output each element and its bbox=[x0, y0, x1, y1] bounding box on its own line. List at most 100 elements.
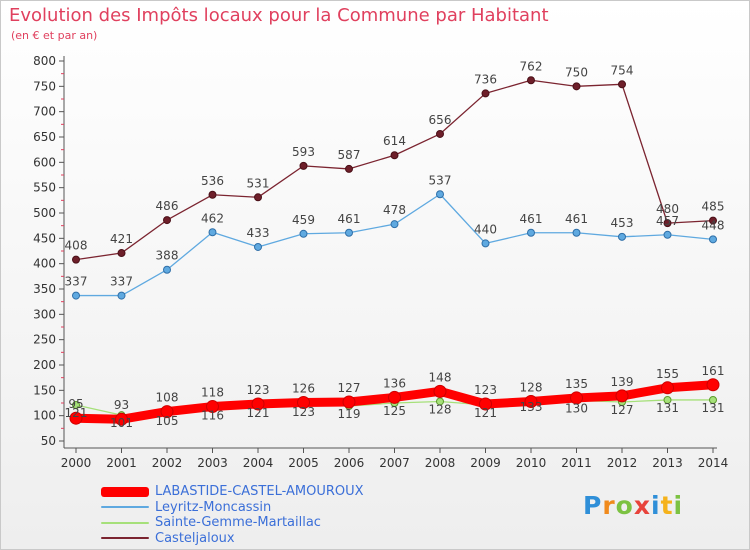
data-label: 161 bbox=[702, 364, 725, 378]
data-label: 736 bbox=[474, 72, 497, 86]
y-tick-label: 500 bbox=[33, 206, 56, 220]
y-tick-label: 800 bbox=[33, 54, 56, 68]
data-label: 408 bbox=[65, 239, 88, 253]
brand-logo: Proxiti bbox=[583, 491, 683, 520]
data-point bbox=[618, 232, 626, 241]
data-label: 478 bbox=[383, 203, 406, 217]
data-point bbox=[433, 384, 447, 398]
y-tick-label: 300 bbox=[33, 307, 56, 321]
data-label: 388 bbox=[156, 249, 179, 263]
data-point bbox=[663, 230, 672, 239]
data-label: 531 bbox=[247, 176, 270, 190]
data-label: 457 bbox=[656, 214, 679, 228]
data-label: 459 bbox=[292, 213, 315, 227]
data-point bbox=[206, 400, 219, 414]
legend-item-leyritz: Leyritz-Moncassin bbox=[101, 500, 364, 516]
data-point bbox=[524, 394, 538, 408]
data-point bbox=[72, 401, 80, 410]
data-label: 118 bbox=[201, 386, 224, 400]
data-label: 453 bbox=[611, 216, 634, 230]
data-point bbox=[254, 242, 262, 251]
data-point bbox=[342, 395, 356, 409]
data-label: 440 bbox=[474, 222, 497, 236]
data-point bbox=[572, 228, 581, 237]
y-tick-label: 550 bbox=[33, 181, 56, 195]
data-label: 485 bbox=[702, 200, 725, 214]
x-tick-label: 2013 bbox=[652, 456, 683, 470]
data-label: 461 bbox=[338, 212, 361, 226]
data-label: 108 bbox=[156, 391, 179, 405]
data-label: 461 bbox=[565, 212, 588, 226]
data-point bbox=[615, 389, 629, 403]
x-tick-label: 2011 bbox=[561, 456, 592, 470]
chart-subtitle: (en € et par an) bbox=[11, 29, 98, 42]
data-point bbox=[436, 190, 444, 199]
data-point bbox=[481, 239, 490, 248]
y-tick-label: 100 bbox=[33, 409, 56, 423]
data-label: 337 bbox=[65, 275, 88, 289]
data-point bbox=[527, 76, 535, 85]
legend-label-labastide: LABASTIDE-CASTEL-AMOUROUX bbox=[155, 484, 364, 499]
data-label: 750 bbox=[565, 65, 588, 79]
data-label: 155 bbox=[656, 367, 679, 381]
x-tick-label: 2002 bbox=[152, 456, 183, 470]
data-label: 135 bbox=[565, 377, 588, 391]
data-point bbox=[709, 216, 717, 225]
data-point bbox=[251, 397, 265, 411]
data-label: 93 bbox=[114, 398, 129, 412]
legend-swatch-casteljaloux bbox=[101, 537, 149, 540]
data-point bbox=[390, 220, 399, 229]
data-label: 762 bbox=[520, 59, 543, 73]
data-point bbox=[208, 228, 217, 237]
brand-letter: r bbox=[602, 491, 616, 520]
data-point bbox=[709, 395, 717, 404]
legend-item-casteljaloux: Casteljaloux bbox=[101, 531, 364, 547]
data-point bbox=[254, 193, 262, 202]
data-label: 480 bbox=[656, 202, 679, 216]
x-tick-label: 2010 bbox=[516, 456, 547, 470]
x-tick-label: 2008 bbox=[425, 456, 456, 470]
data-label: 127 bbox=[611, 403, 634, 417]
data-point bbox=[299, 229, 308, 238]
data-point bbox=[481, 89, 490, 98]
y-tick-label: 50 bbox=[41, 434, 56, 448]
y-tick-label: 200 bbox=[33, 358, 56, 372]
brand-letter: i bbox=[673, 491, 684, 520]
data-label: 614 bbox=[383, 134, 406, 148]
brand-letter: i bbox=[651, 491, 661, 520]
data-point bbox=[661, 381, 674, 395]
data-label: 127 bbox=[338, 381, 361, 395]
data-label: 421 bbox=[110, 232, 133, 246]
brand-letter: o bbox=[615, 491, 634, 520]
data-label: 105 bbox=[156, 414, 179, 428]
data-label: 128 bbox=[429, 402, 452, 416]
data-label: 461 bbox=[520, 212, 543, 226]
x-tick-label: 2007 bbox=[379, 456, 410, 470]
data-point bbox=[436, 397, 444, 406]
x-tick-label: 2006 bbox=[334, 456, 365, 470]
y-tick-label: 700 bbox=[33, 105, 56, 119]
data-point bbox=[69, 411, 83, 425]
data-point bbox=[706, 378, 720, 392]
x-tick-label: 2005 bbox=[288, 456, 319, 470]
data-label: 131 bbox=[656, 401, 679, 415]
data-point bbox=[709, 235, 717, 244]
data-label: 128 bbox=[520, 380, 543, 394]
legend-swatch-labastide bbox=[101, 486, 149, 497]
chart-title: Evolution des Impôts locaux pour la Comm… bbox=[9, 5, 549, 26]
y-tick-label: 150 bbox=[33, 383, 56, 397]
data-point bbox=[208, 190, 217, 199]
legend-label-casteljaloux: Casteljaloux bbox=[155, 530, 235, 546]
data-point bbox=[618, 80, 626, 89]
series-line bbox=[75, 79, 714, 261]
data-label: 139 bbox=[611, 375, 634, 389]
legend-item-labastide: LABASTIDE-CASTEL-AMOUROUX bbox=[101, 484, 364, 500]
data-label: 337 bbox=[110, 275, 133, 289]
y-tick-label: 650 bbox=[33, 130, 56, 144]
y-tick-label: 400 bbox=[33, 257, 56, 271]
data-label: 133 bbox=[520, 400, 543, 414]
data-point bbox=[115, 412, 128, 426]
data-point bbox=[436, 129, 444, 138]
x-tick-label: 2012 bbox=[607, 456, 638, 470]
